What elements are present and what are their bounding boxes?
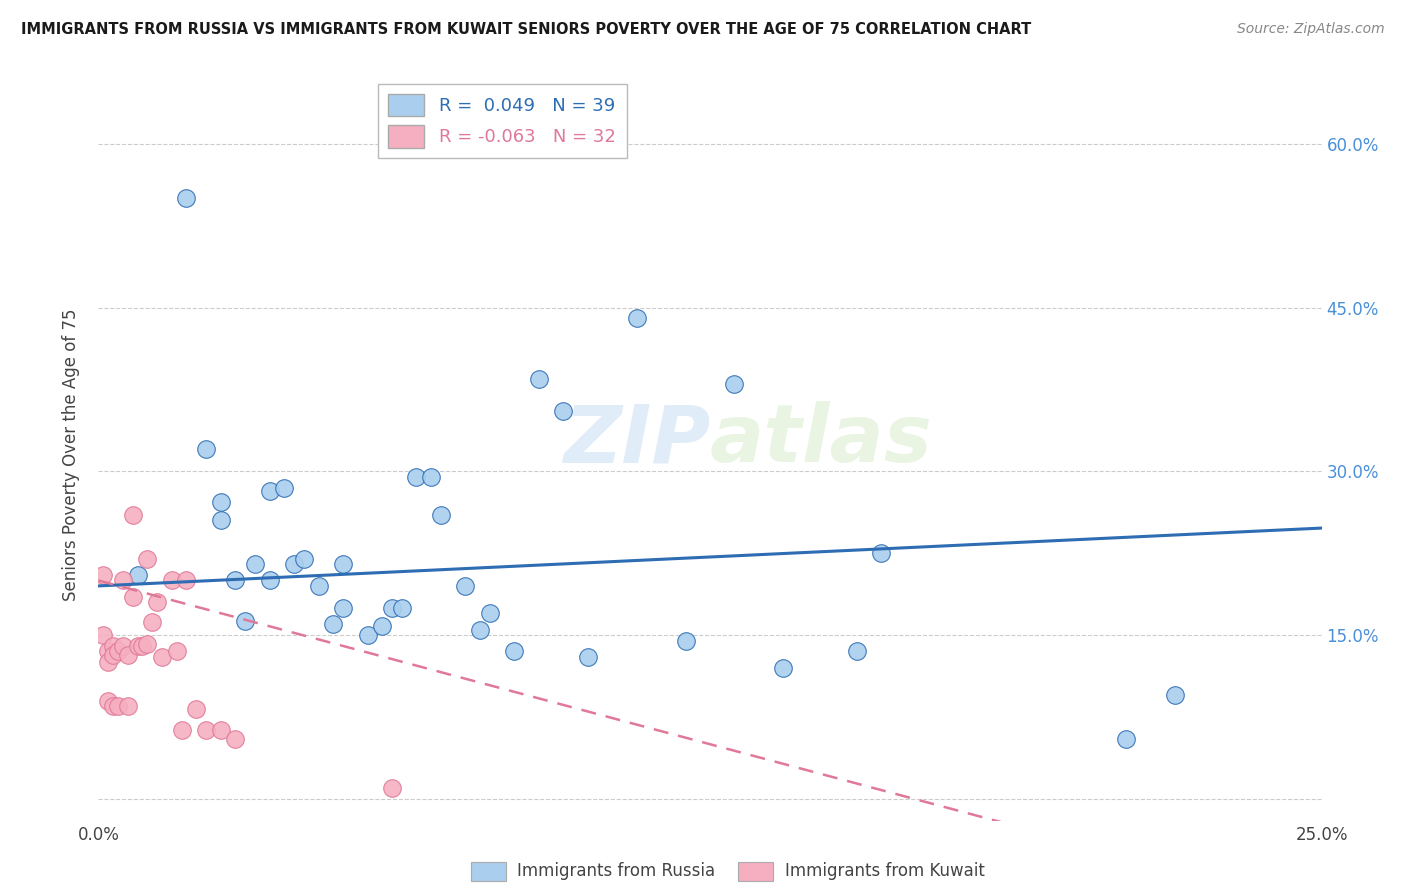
- Point: [160, 574, 183, 588]
- Text: Source: ZipAtlas.com: Source: ZipAtlas.com: [1237, 22, 1385, 37]
- Point: [553, 404, 575, 418]
- Point: [723, 376, 745, 391]
- Point: [468, 623, 491, 637]
- Point: [91, 568, 114, 582]
- Point: [1115, 731, 1137, 746]
- Point: [391, 600, 413, 615]
- Point: [283, 557, 305, 571]
- Point: [233, 614, 256, 628]
- Point: [141, 615, 163, 629]
- Point: [97, 644, 120, 658]
- Point: [430, 508, 453, 522]
- Point: [107, 698, 129, 713]
- Text: Immigrants from Russia: Immigrants from Russia: [517, 863, 716, 880]
- Point: [127, 639, 149, 653]
- Point: [626, 311, 648, 326]
- Text: Immigrants from Kuwait: Immigrants from Kuwait: [785, 863, 984, 880]
- Point: [273, 481, 295, 495]
- Point: [371, 619, 394, 633]
- Point: [322, 617, 344, 632]
- Point: [150, 649, 173, 664]
- Point: [136, 637, 159, 651]
- Point: [121, 590, 143, 604]
- Point: [97, 656, 120, 670]
- Point: [209, 513, 232, 527]
- Point: [1164, 688, 1187, 702]
- Point: [576, 649, 599, 664]
- Point: [111, 639, 134, 653]
- Text: IMMIGRANTS FROM RUSSIA VS IMMIGRANTS FROM KUWAIT SENIORS POVERTY OVER THE AGE OF: IMMIGRANTS FROM RUSSIA VS IMMIGRANTS FRO…: [21, 22, 1032, 37]
- Point: [91, 628, 114, 642]
- Point: [308, 579, 330, 593]
- Point: [420, 469, 443, 483]
- Point: [332, 557, 354, 571]
- Point: [176, 574, 198, 588]
- Point: [845, 644, 868, 658]
- Text: atlas: atlas: [710, 401, 932, 479]
- Point: [478, 606, 501, 620]
- Point: [117, 648, 139, 662]
- Point: [97, 693, 120, 707]
- Point: [111, 574, 134, 588]
- Point: [195, 442, 218, 457]
- Point: [195, 723, 218, 737]
- Point: [405, 469, 427, 483]
- Point: [772, 661, 794, 675]
- Point: [503, 644, 526, 658]
- Point: [381, 600, 404, 615]
- Point: [131, 639, 153, 653]
- Point: [224, 574, 246, 588]
- Point: [136, 551, 159, 566]
- Legend: R =  0.049   N = 39, R = -0.063   N = 32: R = 0.049 N = 39, R = -0.063 N = 32: [378, 84, 627, 159]
- Point: [101, 639, 124, 653]
- Point: [259, 483, 281, 498]
- Point: [209, 495, 232, 509]
- Point: [224, 731, 246, 746]
- Point: [176, 191, 198, 205]
- Point: [259, 574, 281, 588]
- Point: [381, 780, 404, 795]
- Point: [186, 702, 208, 716]
- Point: [209, 723, 232, 737]
- Point: [356, 628, 378, 642]
- Point: [170, 723, 193, 737]
- Point: [107, 644, 129, 658]
- Point: [675, 633, 697, 648]
- Point: [121, 508, 143, 522]
- Point: [454, 579, 477, 593]
- Point: [117, 698, 139, 713]
- Text: ZIP: ZIP: [562, 401, 710, 479]
- Point: [166, 644, 188, 658]
- Point: [292, 551, 315, 566]
- Point: [146, 595, 169, 609]
- Y-axis label: Seniors Poverty Over the Age of 75: Seniors Poverty Over the Age of 75: [62, 309, 80, 601]
- Point: [101, 698, 124, 713]
- Point: [527, 371, 550, 385]
- Point: [332, 600, 354, 615]
- Point: [243, 557, 266, 571]
- Point: [127, 568, 149, 582]
- Point: [101, 648, 124, 662]
- Point: [870, 546, 893, 560]
